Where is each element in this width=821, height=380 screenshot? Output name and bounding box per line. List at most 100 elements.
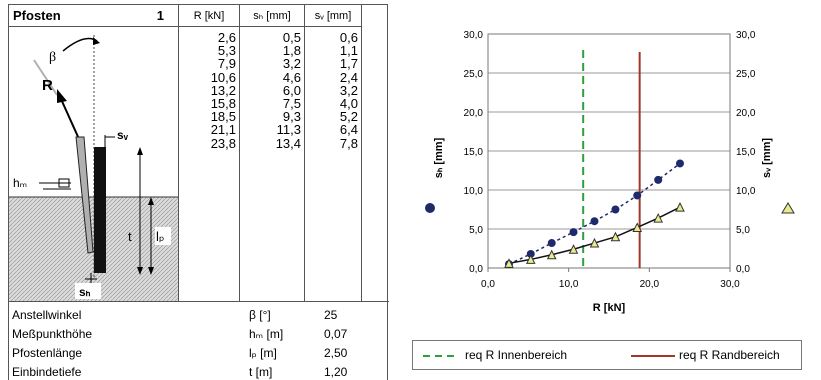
cell-sv: 2,4 <box>339 69 358 85</box>
param-symbol: β [°] <box>249 308 271 322</box>
data-point-sv <box>504 258 514 268</box>
data-point-sv <box>610 231 621 242</box>
cell-sv: 1,1 <box>339 43 358 59</box>
label-r: R <box>42 77 53 94</box>
label-t: t <box>128 229 132 244</box>
sheet-number: 1 <box>156 8 164 23</box>
cell-r: 23,8 <box>210 135 236 151</box>
cell-r: 5,3 <box>217 43 236 59</box>
param-row: Meßpunkthöhe hₘ [m] 0,07 <box>9 325 389 344</box>
data-point-sh <box>547 239 556 248</box>
label-sv: sᵥ <box>117 128 129 142</box>
cell-sh: 7,5 <box>282 95 301 111</box>
cell-r: 7,9 <box>217 56 236 72</box>
sheet-title-cell: Pfosten 1 <box>9 5 179 27</box>
data-point-sv <box>546 249 557 260</box>
y-axis-label-left: sₕ [mm] <box>433 137 445 178</box>
param-value: 2,50 <box>324 346 348 360</box>
label-beta: β <box>49 50 56 65</box>
cell-sv: 0,6 <box>339 30 358 45</box>
param-row: Pfostenlänge lₚ [m] 2,50 <box>9 344 389 363</box>
cell-r: 2,6 <box>217 30 236 45</box>
x-axis-label: R [kN] <box>593 302 626 314</box>
param-label: Einbindetiefe <box>12 365 82 379</box>
y-tick-label-left: 15,0 <box>464 147 484 158</box>
data-point-sh <box>569 228 578 237</box>
legend-label-rand: req R Randbereich <box>679 348 780 362</box>
label-sh: sₕ <box>79 285 91 299</box>
cell-sh: 6,0 <box>282 82 301 98</box>
x-tick-label: 20,0 <box>640 279 660 290</box>
cell-sh: 13,4 <box>275 135 301 151</box>
y-tick-label-right: 20,0 <box>736 108 756 119</box>
param-label: Anstellwinkel <box>12 308 82 322</box>
column-sv: 0,6 1,1 1,7 2,4 3,2 4,0 5,2 6,4 7,8 <box>305 27 362 301</box>
y-tick-label-left: 25,0 <box>464 69 484 80</box>
param-label: Meßpunkthöhe <box>12 327 93 341</box>
x-tick-label: 30,0 <box>720 279 740 290</box>
data-point-sv <box>632 222 643 232</box>
cell-sv: 3,2 <box>339 82 358 98</box>
cell-sv: 4,0 <box>339 95 358 111</box>
column-sh: 0,5 1,8 3,2 4,6 6,0 7,5 9,3 11,3 13,4 <box>240 27 305 301</box>
x-tick-label: 0,0 <box>481 279 495 290</box>
y-tick-label-right: 5,0 <box>736 225 750 236</box>
scatter-chart: 0,0 0,0 5,0 5,0 10,0 10,0 15,0 15,0 20,0 20,0 25,0… <box>425 30 795 314</box>
param-symbol: hₘ [m] <box>249 327 284 341</box>
data-point-sh <box>590 217 599 226</box>
post-diagram: β R sᵥ hₘ t lₚ sₕ <box>9 35 178 301</box>
y-axis-label-right: sᵥ [mm] <box>761 138 773 178</box>
plot-frame <box>487 33 731 269</box>
cell-r: 21,1 <box>210 122 236 138</box>
y-tick-label-right: 25,0 <box>736 69 756 80</box>
post-gray <box>75 136 94 254</box>
param-value: 0,07 <box>324 327 348 341</box>
col-header-sh: sₕ [mm] <box>240 5 305 27</box>
legend-swatch-rand <box>631 355 675 357</box>
data-point-sh <box>633 191 642 200</box>
y-tick-label-left: 0,0 <box>469 264 483 275</box>
cell-r: 15,8 <box>210 95 236 111</box>
cell-sh: 3,2 <box>282 56 301 72</box>
chart-legend: req R Innenbereich req R Randbereich <box>412 340 802 370</box>
series-marker-triangle-indicator <box>781 202 795 214</box>
series-marker-circle-indicator <box>425 203 435 213</box>
param-label: Pfostenlänge <box>12 346 83 360</box>
sheet-title: Pfosten <box>13 8 61 23</box>
cell-sh: 1,8 <box>282 43 301 59</box>
data-sheet: Pfosten 1 R [kN] sₕ [mm] sᵥ [mm] <box>8 4 389 380</box>
col-header-r: R [kN] <box>179 5 240 27</box>
y-tick-label-left: 5,0 <box>469 225 483 236</box>
force-arrow <box>60 98 80 140</box>
data-point-sh <box>611 205 620 214</box>
y-tick-label-left: 30,0 <box>464 30 484 41</box>
y-tick-label-left: 10,0 <box>464 186 484 197</box>
param-symbol: t [m] <box>249 365 273 379</box>
trend-line-sh <box>508 162 681 265</box>
beta-arc <box>62 37 98 52</box>
param-row: Einbindetiefe t [m] 1,20 <box>9 363 389 380</box>
data-point-sv <box>675 202 685 212</box>
param-value: 1,20 <box>324 365 348 379</box>
cell-sv: 1,7 <box>339 56 358 72</box>
y-tick-label-left: 20,0 <box>464 108 484 119</box>
y-tick-label-right: 30,0 <box>736 30 756 41</box>
data-point-sv <box>589 237 600 248</box>
cell-sh: 11,3 <box>276 122 301 138</box>
legend-swatch-innen <box>423 355 457 357</box>
data-point-sh <box>675 159 684 168</box>
y-tick-label-right: 0,0 <box>736 264 750 275</box>
param-value: 25 <box>324 308 338 322</box>
cell-sh: 0,5 <box>282 30 301 45</box>
param-symbol: lₚ [m] <box>249 346 277 360</box>
col-header-sv: sᵥ [mm] <box>305 5 362 27</box>
label-hm: hₘ <box>13 176 27 190</box>
cell-sv: 6,4 <box>339 122 358 138</box>
cell-sh: 4,6 <box>282 69 301 85</box>
cell-r: 18,5 <box>210 109 236 125</box>
chart-area: 0,0 0,0 5,0 5,0 10,0 10,0 15,0 15,0 20,0 20,0 25,0… <box>392 0 821 380</box>
data-point-sv <box>525 254 536 264</box>
data-point-sv <box>568 244 579 254</box>
diagram-cell: β R sᵥ hₘ t lₚ sₕ <box>9 27 179 301</box>
y-tick-label-right: 15,0 <box>736 147 756 158</box>
